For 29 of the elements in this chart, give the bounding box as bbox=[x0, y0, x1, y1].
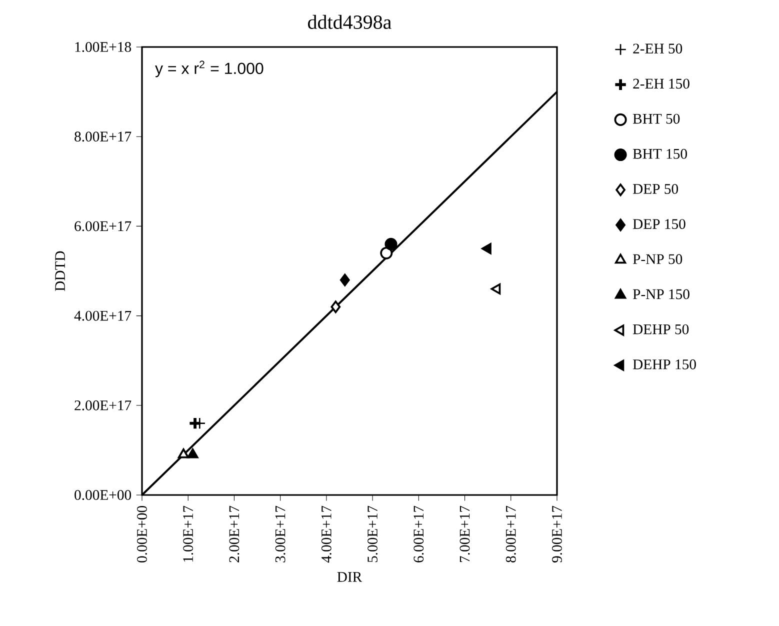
chart-title: ddtd4398a bbox=[308, 14, 392, 29]
legend-label: DEP 50 bbox=[632, 184, 678, 194]
y-tick-label: 4.00E+17 bbox=[74, 310, 132, 321]
x-tick-label: 2.00E+17 bbox=[229, 506, 240, 562]
x-tick-label: 1.00E+17 bbox=[183, 506, 194, 562]
y-tick-label: 8.00E+17 bbox=[74, 132, 132, 142]
x-tick-label: 4.00E+17 bbox=[321, 506, 332, 563]
x-tick-label: 8.00E+17 bbox=[506, 506, 516, 562]
legend-label: P-NP 150 bbox=[632, 289, 690, 300]
y-tick-label: 1.00E+18 bbox=[75, 42, 132, 52]
y-tick-label: 6.00E+17 bbox=[74, 221, 132, 232]
legend-label: P-NP 50 bbox=[632, 254, 682, 264]
legend-label: BHT 50 bbox=[632, 114, 680, 124]
x-axis-title: DIR bbox=[337, 572, 362, 582]
x-tick-label: 9.00E+17 bbox=[552, 506, 562, 562]
legend-label: BHT 150 bbox=[632, 148, 687, 159]
x-tick-label: 5.00E+17 bbox=[368, 506, 378, 562]
legend-label: DEHP 150 bbox=[632, 359, 696, 370]
legend-label: 2-EH 50 bbox=[633, 44, 682, 54]
legend-label: DEP 150 bbox=[632, 219, 686, 229]
y-tick-label: 2.00E+17 bbox=[74, 400, 132, 410]
annotation: y = x r$^{2}$ = 1.000 bbox=[155, 60, 264, 78]
y-axis-title: DDTD bbox=[55, 251, 65, 291]
x-tick-label: 6.00E+17 bbox=[414, 506, 424, 562]
x-tick-label: 3.00E+17 bbox=[275, 506, 286, 562]
legend-label: DEHP 50 bbox=[632, 324, 689, 334]
legend-label: 2-EH 150 bbox=[633, 78, 690, 89]
y-tick-label: 0.00E+00 bbox=[74, 490, 132, 500]
x-tick-label: 7.00E+17 bbox=[460, 506, 470, 562]
